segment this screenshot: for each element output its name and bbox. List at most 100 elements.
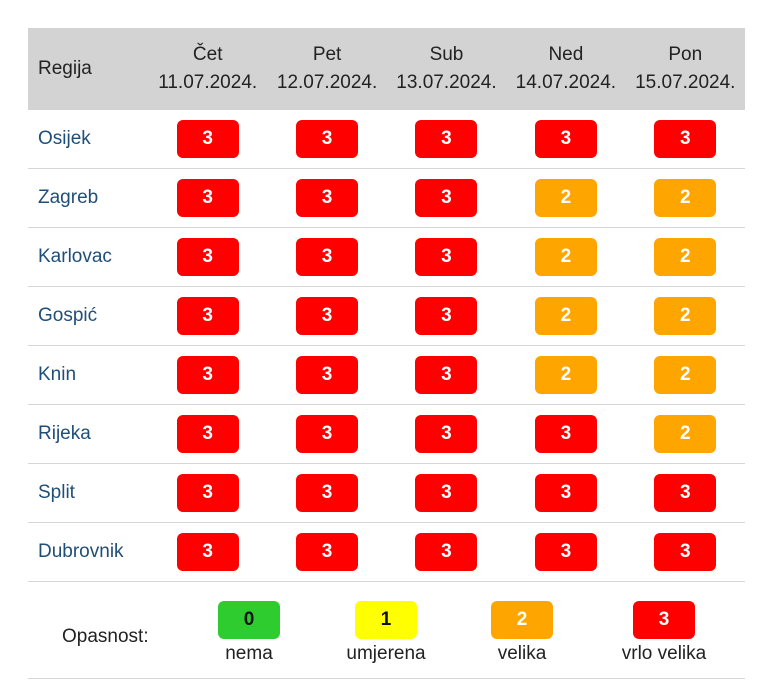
table-cell: 3 <box>148 168 268 228</box>
table-cell: 2 <box>506 286 626 346</box>
legend-item-umjerena: 1 umjerena <box>326 601 446 665</box>
danger-level-badge: 3 <box>176 356 239 394</box>
day-name: Pon <box>668 44 703 65</box>
table-cell: 3 <box>148 522 268 582</box>
danger-level-badge: 3 <box>296 179 359 217</box>
danger-level-badge: 3 <box>296 120 359 158</box>
danger-level-badge: 3 <box>296 297 359 335</box>
table-cell: 3 <box>267 286 387 346</box>
table-cell: 3 <box>386 168 507 228</box>
table-row: Split 3 3 3 3 3 <box>28 463 745 523</box>
forecast-rows: Osijek 3 3 3 3 3 Zagreb 3 3 3 2 2 Karlov… <box>28 110 745 582</box>
danger-level-badge: 2 <box>654 238 717 276</box>
danger-level-badge: 2 <box>534 356 597 394</box>
danger-level-badge: 2 <box>654 179 717 217</box>
table-cell: 3 <box>386 110 507 169</box>
day-column-header: Pon 15.07.2024. <box>626 28 745 110</box>
city-link[interactable]: Gospić <box>28 286 148 346</box>
table-row: Osijek 3 3 3 3 3 <box>28 110 745 169</box>
day-name: Ned <box>548 44 584 65</box>
legend-label: Opasnost: <box>62 626 149 647</box>
danger-level-badge: 2 <box>534 238 597 276</box>
table-cell: 2 <box>625 345 745 405</box>
city-link[interactable]: Dubrovnik <box>28 522 148 582</box>
legend-item-text: vrlo velika <box>621 643 707 664</box>
table-cell: 3 <box>625 463 745 523</box>
table-cell: 3 <box>386 286 507 346</box>
forecast-table: Regija Čet 11.07.2024. Pet 12.07.2024. Sub… <box>28 28 745 582</box>
legend-item-vrlo-velika: 3 vrlo velika <box>604 601 724 665</box>
danger-level-badge: 3 <box>296 356 359 394</box>
danger-level-badge: 3 <box>654 533 717 571</box>
city-link[interactable]: Osijek <box>28 110 148 169</box>
danger-level-badge: 3 <box>415 415 478 453</box>
danger-level-badge: 3 <box>176 297 239 335</box>
city-link[interactable]: Zagreb <box>28 168 148 228</box>
danger-level-badge: 3 <box>296 238 359 276</box>
city-link[interactable]: Rijeka <box>28 404 148 464</box>
danger-level-badge: 0 <box>218 601 280 639</box>
table-cell: 3 <box>148 463 268 523</box>
danger-level-badge: 3 <box>415 297 478 335</box>
table-cell: 3 <box>267 522 387 582</box>
day-column-header: Ned 14.07.2024. <box>506 28 625 110</box>
legend-item-text: umjerena <box>346 643 426 664</box>
table-cell: 2 <box>506 345 626 405</box>
table-row: Rijeka 3 3 3 3 2 <box>28 404 745 464</box>
table-cell: 2 <box>506 168 626 228</box>
danger-level-badge: 3 <box>296 474 359 512</box>
danger-level-badge: 3 <box>415 474 478 512</box>
danger-level-badge: 3 <box>176 474 239 512</box>
table-cell: 3 <box>506 404 626 464</box>
danger-level-badge: 3 <box>296 533 359 571</box>
city-link[interactable]: Knin <box>28 345 148 405</box>
table-cell: 3 <box>506 463 626 523</box>
danger-level-badge: 3 <box>176 415 239 453</box>
table-row: Karlovac 3 3 3 2 2 <box>28 227 745 287</box>
day-date: 11.07.2024. <box>158 72 258 93</box>
table-cell: 3 <box>386 404 507 464</box>
danger-level-badge: 3 <box>534 120 597 158</box>
table-cell: 3 <box>386 345 507 405</box>
table-row: Gospić 3 3 3 2 2 <box>28 286 745 346</box>
danger-legend: Opasnost: 0 nema 1 umjerena 2 velika 3 v… <box>28 582 745 679</box>
table-cell: 3 <box>148 404 268 464</box>
danger-level-badge: 3 <box>654 474 717 512</box>
danger-level-badge: 3 <box>176 533 239 571</box>
danger-level-badge: 3 <box>633 601 695 639</box>
table-cell: 2 <box>625 404 745 464</box>
danger-level-badge: 3 <box>534 474 597 512</box>
danger-level-badge: 3 <box>176 120 239 158</box>
danger-level-badge: 3 <box>415 179 478 217</box>
danger-level-badge: 2 <box>654 356 717 394</box>
danger-level-badge: 2 <box>534 297 597 335</box>
day-date: 15.07.2024. <box>635 72 736 93</box>
table-row: Dubrovnik 3 3 3 3 3 <box>28 522 745 582</box>
table-row: Knin 3 3 3 2 2 <box>28 345 745 405</box>
table-cell: 3 <box>267 345 387 405</box>
city-link[interactable]: Karlovac <box>28 227 148 287</box>
table-cell: 3 <box>148 286 268 346</box>
day-name: Pet <box>312 44 342 65</box>
danger-level-badge: 3 <box>415 533 478 571</box>
table-cell: 3 <box>267 404 387 464</box>
day-name: Sub <box>429 44 464 65</box>
danger-level-badge: 3 <box>415 238 478 276</box>
legend-item-text: velika <box>497 643 547 664</box>
day-column-header: Pet 12.07.2024. <box>267 28 386 110</box>
day-date: 12.07.2024. <box>276 72 378 93</box>
danger-level-badge: 3 <box>534 533 597 571</box>
city-link[interactable]: Split <box>28 463 148 523</box>
table-cell: 3 <box>386 463 507 523</box>
danger-level-badge: 3 <box>654 120 717 158</box>
danger-level-badge: 3 <box>534 415 597 453</box>
danger-level-badge: 2 <box>534 179 597 217</box>
legend-item-nema: 0 nema <box>189 601 309 665</box>
table-cell: 3 <box>267 110 387 169</box>
table-cell: 3 <box>267 227 387 287</box>
table-cell: 3 <box>625 522 745 582</box>
table-cell: 3 <box>506 522 626 582</box>
table-row: Zagreb 3 3 3 2 2 <box>28 168 745 228</box>
danger-level-badge: 2 <box>654 297 717 335</box>
day-date: 14.07.2024. <box>515 72 617 93</box>
